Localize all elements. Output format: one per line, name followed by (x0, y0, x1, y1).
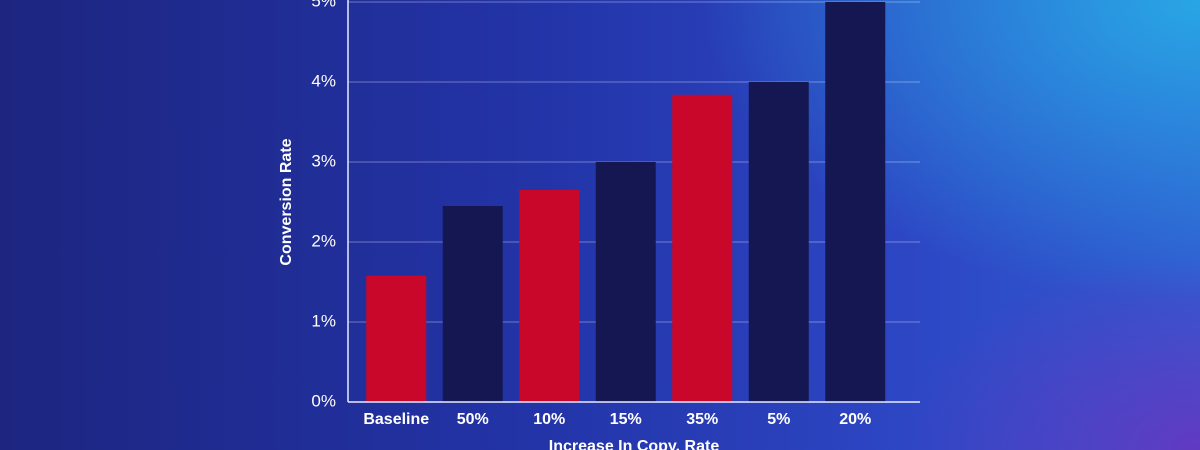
bar (595, 162, 656, 402)
y-tick-label: 0% (311, 391, 336, 410)
bar (672, 94, 733, 403)
x-tick-label: 10% (533, 411, 565, 428)
x-tick-label: 20% (839, 411, 871, 428)
x-tick-label: 35% (686, 411, 718, 428)
x-tick-label: 15% (610, 411, 642, 428)
x-tick-label: 5% (767, 411, 790, 428)
x-axis-title: Increase In Copy. Rate (549, 438, 720, 450)
y-tick-label: 1% (311, 311, 336, 330)
bar (442, 206, 503, 402)
x-tick-label: 50% (457, 411, 489, 428)
y-tick-label: 5% (311, 0, 336, 10)
bar (825, 2, 886, 402)
x-tick-label: Baseline (363, 411, 429, 428)
y-tick-label: 3% (311, 151, 336, 170)
y-tick-label: 4% (311, 71, 336, 90)
bar (519, 190, 580, 402)
bar (366, 275, 427, 402)
bar (748, 82, 809, 402)
y-tick-label: 2% (311, 231, 336, 250)
y-axis-title: Conversion Rate (278, 138, 295, 265)
